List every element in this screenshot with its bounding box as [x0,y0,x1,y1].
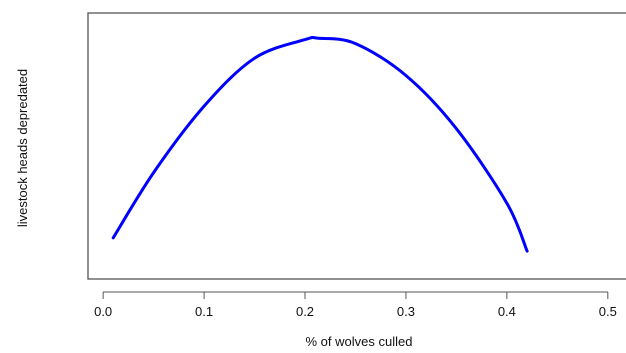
series-line-0 [111,35,529,253]
x-tick-label: 0.1 [195,304,213,319]
x-tick-label: 0.4 [498,304,516,319]
x-tick-label: 0.3 [397,304,415,319]
x-axis: 0.0 0.1 0.2 0.3 0.4 0.5 [94,291,617,319]
y-axis-title: livestock heads depredated [15,69,30,227]
x-tick-label: 0.0 [94,304,112,319]
x-axis-title: % of wolves culled [306,334,413,349]
x-tick-label: 0.5 [599,304,617,319]
x-tick-label: 0.2 [296,304,314,319]
plot-frame [87,12,626,280]
